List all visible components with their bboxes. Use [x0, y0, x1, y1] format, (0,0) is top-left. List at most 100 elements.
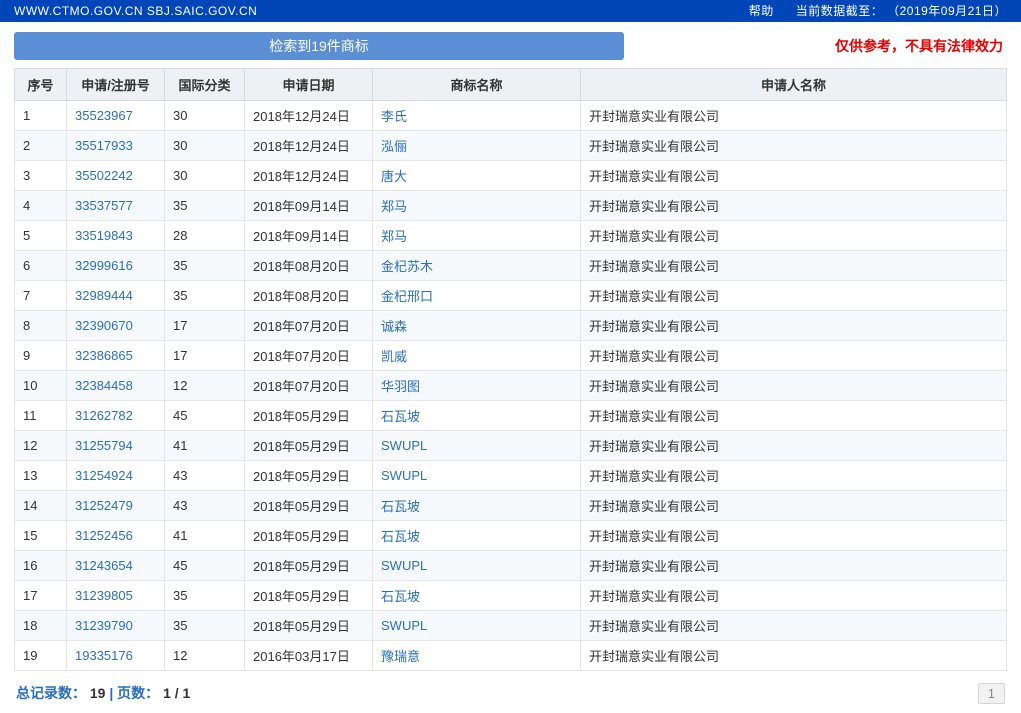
cell-name[interactable]: 金杞邢口 — [373, 281, 581, 311]
cell-reg[interactable]: 33519843 — [67, 221, 165, 251]
cell-name[interactable]: 石瓦坡 — [373, 581, 581, 611]
cell-date: 2018年05月29日 — [245, 461, 373, 491]
cell-date: 2018年09月14日 — [245, 191, 373, 221]
cell-name[interactable]: 华羽图 — [373, 371, 581, 401]
cell-applicant: 开封瑞意实业有限公司 — [581, 611, 1007, 641]
cell-reg[interactable]: 32386865 — [67, 341, 165, 371]
cell-name[interactable]: 诚森 — [373, 311, 581, 341]
cell-name[interactable]: 泓俪 — [373, 131, 581, 161]
table-row: 1431252479432018年05月29日石瓦坡开封瑞意实业有限公司 — [15, 491, 1007, 521]
cell-applicant: 开封瑞意实业有限公司 — [581, 521, 1007, 551]
cell-name[interactable]: 郑马 — [373, 191, 581, 221]
cell-date: 2018年12月24日 — [245, 131, 373, 161]
cell-reg[interactable]: 31239805 — [67, 581, 165, 611]
cell-name[interactable]: 石瓦坡 — [373, 521, 581, 551]
cell-name[interactable]: 石瓦坡 — [373, 491, 581, 521]
cell-seq: 5 — [15, 221, 67, 251]
help-link[interactable]: 帮助 — [749, 0, 774, 22]
cell-reg[interactable]: 19335176 — [67, 641, 165, 671]
cell-reg[interactable]: 35502242 — [67, 161, 165, 191]
table-row: 433537577352018年09月14日郑马开封瑞意实业有限公司 — [15, 191, 1007, 221]
cell-seq: 15 — [15, 521, 67, 551]
col-date: 申请日期 — [245, 69, 373, 101]
cell-reg[interactable]: 31262782 — [67, 401, 165, 431]
cell-reg[interactable]: 32384458 — [67, 371, 165, 401]
table-row: 1831239790352018年05月29日SWUPL开封瑞意实业有限公司 — [15, 611, 1007, 641]
col-reg: 申请/注册号 — [67, 69, 165, 101]
cell-date: 2018年07月20日 — [245, 341, 373, 371]
cell-reg[interactable]: 32999616 — [67, 251, 165, 281]
cell-name[interactable]: 唐大 — [373, 161, 581, 191]
cell-seq: 13 — [15, 461, 67, 491]
cell-seq: 8 — [15, 311, 67, 341]
cell-class: 30 — [165, 101, 245, 131]
cell-class: 35 — [165, 281, 245, 311]
footer: 总记录数： 19 | 页数： 1 / 1 1 — [14, 677, 1007, 713]
col-name: 商标名称 — [373, 69, 581, 101]
cell-date: 2018年12月24日 — [245, 101, 373, 131]
cell-class: 28 — [165, 221, 245, 251]
data-asof-date: （2019年09月21日） — [887, 4, 1007, 18]
data-asof: 当前数据截至： （2019年09月21日） — [796, 0, 1007, 22]
cell-date: 2018年05月29日 — [245, 581, 373, 611]
data-asof-label: 当前数据截至： — [796, 4, 884, 18]
cell-name[interactable]: SWUPL — [373, 551, 581, 581]
cell-seq: 9 — [15, 341, 67, 371]
domain-text: WWW.CTMO.GOV.CN SBJ.SAIC.GOV.CN — [14, 0, 257, 22]
cell-name[interactable]: 李氏 — [373, 101, 581, 131]
cell-reg[interactable]: 32390670 — [67, 311, 165, 341]
cell-reg[interactable]: 31252456 — [67, 521, 165, 551]
cell-name[interactable]: 石瓦坡 — [373, 401, 581, 431]
cell-class: 41 — [165, 431, 245, 461]
cell-reg[interactable]: 35517933 — [67, 131, 165, 161]
table-row: 632999616352018年08月20日金杞苏木开封瑞意实业有限公司 — [15, 251, 1007, 281]
cell-applicant: 开封瑞意实业有限公司 — [581, 221, 1007, 251]
cell-date: 2018年12月24日 — [245, 161, 373, 191]
cell-date: 2018年05月29日 — [245, 551, 373, 581]
cell-reg[interactable]: 31239790 — [67, 611, 165, 641]
cell-name[interactable]: 豫瑞意 — [373, 641, 581, 671]
results-table: 序号 申请/注册号 国际分类 申请日期 商标名称 申请人名称 135523967… — [14, 68, 1007, 671]
cell-reg[interactable]: 32989444 — [67, 281, 165, 311]
cell-applicant: 开封瑞意实业有限公司 — [581, 551, 1007, 581]
cell-name[interactable]: 金杞苏木 — [373, 251, 581, 281]
cell-class: 35 — [165, 581, 245, 611]
table-row: 1131262782452018年05月29日石瓦坡开封瑞意实业有限公司 — [15, 401, 1007, 431]
cell-applicant: 开封瑞意实业有限公司 — [581, 491, 1007, 521]
cell-applicant: 开封瑞意实业有限公司 — [581, 281, 1007, 311]
cell-applicant: 开封瑞意实业有限公司 — [581, 101, 1007, 131]
cell-name[interactable]: SWUPL — [373, 461, 581, 491]
cell-applicant: 开封瑞意实业有限公司 — [581, 431, 1007, 461]
cell-class: 43 — [165, 491, 245, 521]
table-row: 1731239805352018年05月29日石瓦坡开封瑞意实业有限公司 — [15, 581, 1007, 611]
cell-date: 2018年08月20日 — [245, 281, 373, 311]
cell-reg[interactable]: 31255794 — [67, 431, 165, 461]
cell-name[interactable]: SWUPL — [373, 431, 581, 461]
cell-name[interactable]: 郑马 — [373, 221, 581, 251]
total-value: 19 — [90, 685, 106, 701]
table-row: 235517933302018年12月24日泓俪开封瑞意实业有限公司 — [15, 131, 1007, 161]
cell-applicant: 开封瑞意实业有限公司 — [581, 371, 1007, 401]
cell-reg[interactable]: 35523967 — [67, 101, 165, 131]
table-row: 1631243654452018年05月29日SWUPL开封瑞意实业有限公司 — [15, 551, 1007, 581]
result-count-badge: 检索到19件商标 — [14, 32, 624, 60]
cell-seq: 17 — [15, 581, 67, 611]
pager-page-1[interactable]: 1 — [978, 683, 1005, 704]
cell-name[interactable]: SWUPL — [373, 611, 581, 641]
col-app: 申请人名称 — [581, 69, 1007, 101]
cell-name[interactable]: 凯威 — [373, 341, 581, 371]
topbar: WWW.CTMO.GOV.CN SBJ.SAIC.GOV.CN 帮助 当前数据截… — [0, 0, 1021, 22]
cell-date: 2018年08月20日 — [245, 251, 373, 281]
cell-seq: 12 — [15, 431, 67, 461]
cell-seq: 14 — [15, 491, 67, 521]
table-row: 732989444352018年08月20日金杞邢口开封瑞意实业有限公司 — [15, 281, 1007, 311]
table-row: 1032384458122018年07月20日华羽图开封瑞意实业有限公司 — [15, 371, 1007, 401]
cell-reg[interactable]: 33537577 — [67, 191, 165, 221]
cell-seq: 19 — [15, 641, 67, 671]
cell-reg[interactable]: 31254924 — [67, 461, 165, 491]
cell-reg[interactable]: 31243654 — [67, 551, 165, 581]
cell-reg[interactable]: 31252479 — [67, 491, 165, 521]
cell-class: 17 — [165, 311, 245, 341]
cell-date: 2018年05月29日 — [245, 431, 373, 461]
col-class: 国际分类 — [165, 69, 245, 101]
